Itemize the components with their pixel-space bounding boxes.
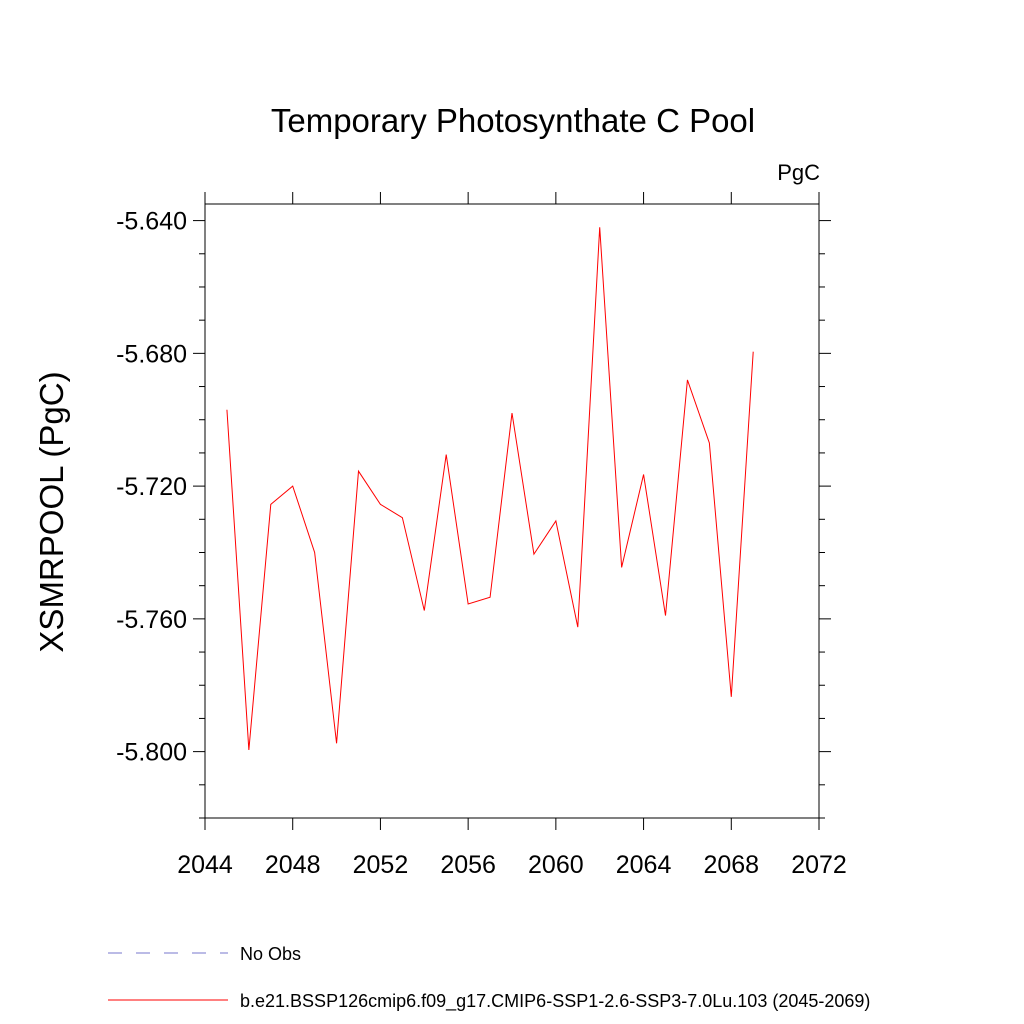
x-tick-label: 2052 — [353, 851, 409, 879]
y-tick-label: -5.720 — [116, 473, 187, 501]
units-label: PgC — [777, 160, 820, 185]
y-axis-label: XSMRPOOL (PgC) — [33, 371, 70, 652]
legend-label: b.e21.BSSP126cmip6.f09_g17.CMIP6-SSP1-2.… — [240, 991, 870, 1012]
plot-frame — [204, 203, 820, 819]
x-tick-label: 2048 — [265, 851, 321, 879]
series-line — [226, 227, 754, 751]
x-tick-label: 2064 — [616, 851, 672, 879]
y-tick-label: -5.800 — [116, 739, 187, 767]
x-axis: 2044 2048 2052 2056 2060 2064 2068 2072 — [177, 192, 847, 879]
x-tick-label: 2044 — [177, 851, 233, 879]
chart-title: Temporary Photosynthate C Pool — [271, 102, 755, 139]
x-tick-label: 2060 — [528, 851, 584, 879]
y-tick-label: -5.680 — [116, 340, 187, 368]
x-tick-label: 2056 — [440, 851, 496, 879]
legend: No Obs b.e21.BSSP126cmip6.f09_g17.CMIP6-S… — [108, 944, 870, 1012]
series-layer — [226, 227, 754, 751]
y-tick-label: -5.640 — [116, 208, 187, 236]
x-tick-label: 2072 — [791, 851, 847, 879]
legend-label: No Obs — [240, 944, 301, 964]
y-axis: -5.640 -5.680 -5.720 -5.760 -5.800 — [116, 208, 831, 819]
y-tick-label: -5.760 — [116, 606, 187, 634]
x-tick-label: 2068 — [703, 851, 759, 879]
